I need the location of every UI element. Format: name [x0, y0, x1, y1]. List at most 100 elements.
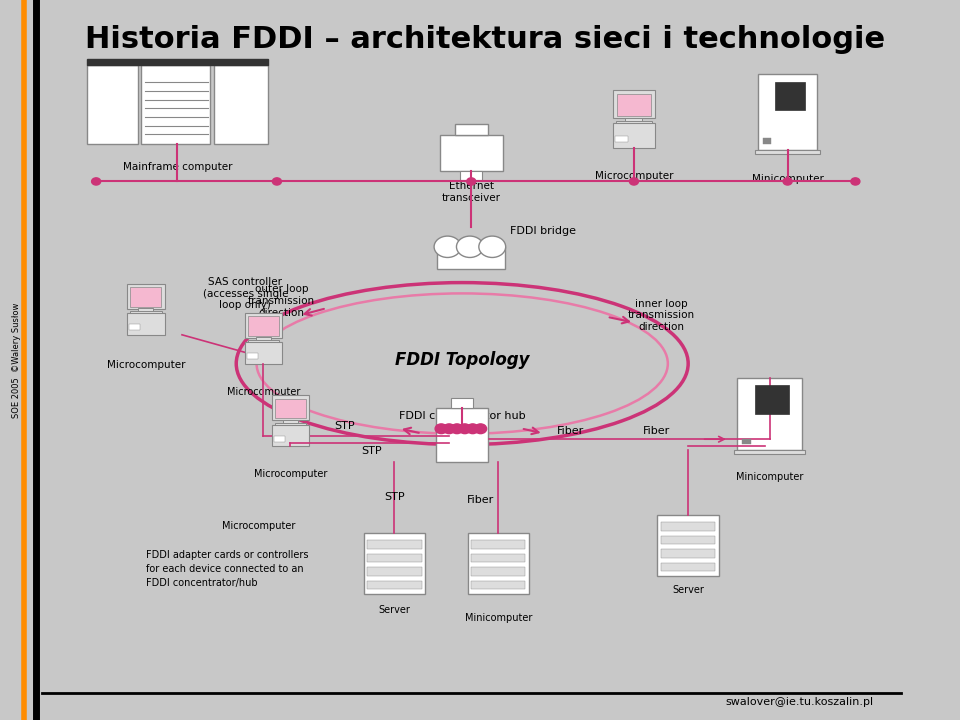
Circle shape [273, 178, 281, 185]
FancyBboxPatch shape [272, 395, 309, 420]
FancyBboxPatch shape [274, 436, 285, 442]
FancyBboxPatch shape [742, 439, 752, 444]
Text: outer loop
transmission
direction: outer loop transmission direction [248, 284, 315, 318]
FancyBboxPatch shape [471, 580, 525, 589]
Text: STP: STP [334, 421, 355, 431]
FancyBboxPatch shape [131, 287, 161, 307]
Text: Fiber: Fiber [557, 426, 585, 436]
FancyBboxPatch shape [87, 59, 268, 65]
Text: Server: Server [378, 605, 410, 615]
FancyBboxPatch shape [141, 65, 210, 144]
Text: FDDI concentrator hub: FDDI concentrator hub [399, 411, 525, 421]
Text: STP: STP [362, 446, 382, 456]
Circle shape [630, 178, 638, 185]
FancyBboxPatch shape [775, 82, 805, 110]
FancyBboxPatch shape [436, 408, 489, 462]
FancyBboxPatch shape [737, 378, 802, 450]
FancyBboxPatch shape [451, 398, 473, 408]
FancyBboxPatch shape [455, 124, 488, 135]
FancyBboxPatch shape [756, 385, 789, 414]
FancyBboxPatch shape [612, 123, 655, 148]
FancyBboxPatch shape [245, 342, 282, 364]
FancyBboxPatch shape [756, 150, 820, 154]
FancyBboxPatch shape [615, 136, 628, 143]
Text: SAS controller
(accesses single
loop only): SAS controller (accesses single loop onl… [203, 277, 288, 310]
FancyBboxPatch shape [658, 515, 719, 576]
FancyBboxPatch shape [763, 138, 771, 144]
FancyBboxPatch shape [245, 312, 282, 338]
Text: Ethernet
transceiver: Ethernet transceiver [442, 181, 501, 203]
FancyBboxPatch shape [758, 74, 817, 150]
Text: FDDI adapter cards or controllers
for each device connected to an
FDDI concentra: FDDI adapter cards or controllers for ea… [146, 550, 308, 588]
FancyBboxPatch shape [471, 567, 525, 576]
FancyBboxPatch shape [438, 247, 505, 269]
FancyBboxPatch shape [612, 90, 655, 119]
FancyBboxPatch shape [616, 94, 651, 116]
FancyBboxPatch shape [661, 549, 715, 557]
FancyBboxPatch shape [733, 450, 805, 454]
Circle shape [451, 424, 463, 433]
Circle shape [91, 178, 101, 185]
FancyBboxPatch shape [661, 562, 715, 571]
Circle shape [479, 236, 506, 258]
Circle shape [443, 424, 455, 433]
Circle shape [456, 236, 483, 258]
FancyBboxPatch shape [661, 536, 715, 544]
FancyBboxPatch shape [255, 337, 271, 341]
Circle shape [434, 236, 461, 258]
FancyBboxPatch shape [276, 399, 306, 418]
FancyBboxPatch shape [461, 171, 482, 180]
FancyBboxPatch shape [248, 316, 278, 336]
Text: Server: Server [672, 585, 704, 595]
Text: Fiber: Fiber [467, 495, 493, 505]
Text: Minicomputer: Minicomputer [465, 613, 532, 624]
FancyBboxPatch shape [127, 284, 165, 309]
Text: Minicomputer: Minicomputer [752, 174, 824, 184]
Text: FDDI Topology: FDDI Topology [395, 351, 530, 369]
FancyBboxPatch shape [661, 522, 715, 531]
FancyBboxPatch shape [214, 65, 268, 144]
Text: Microcomputer: Microcomputer [594, 171, 673, 181]
Text: STP: STP [384, 492, 405, 502]
Text: Microcomputer: Microcomputer [227, 387, 300, 397]
Text: swalover@ie.tu.koszalin.pl: swalover@ie.tu.koszalin.pl [726, 697, 874, 707]
Text: SOE 2005  ©Walery Susłow: SOE 2005 ©Walery Susłow [12, 302, 21, 418]
Circle shape [851, 178, 860, 185]
Text: Historia FDDI – architektura sieci i technologie: Historia FDDI – architektura sieci i tec… [84, 25, 885, 54]
FancyBboxPatch shape [87, 65, 137, 144]
FancyBboxPatch shape [368, 554, 421, 562]
FancyBboxPatch shape [138, 308, 154, 312]
FancyBboxPatch shape [368, 567, 421, 576]
Text: Microcomputer: Microcomputer [222, 521, 296, 531]
Circle shape [467, 178, 476, 185]
FancyBboxPatch shape [272, 425, 309, 446]
Text: Mainframe computer: Mainframe computer [123, 162, 232, 172]
FancyBboxPatch shape [283, 420, 298, 423]
Circle shape [459, 424, 471, 433]
FancyBboxPatch shape [127, 313, 165, 335]
Circle shape [783, 178, 792, 185]
FancyBboxPatch shape [368, 580, 421, 589]
FancyBboxPatch shape [275, 423, 306, 426]
FancyBboxPatch shape [364, 533, 425, 594]
FancyBboxPatch shape [616, 121, 652, 125]
Text: Fiber: Fiber [643, 426, 670, 436]
FancyBboxPatch shape [626, 117, 642, 122]
FancyBboxPatch shape [247, 354, 258, 359]
Text: Minicomputer: Minicomputer [735, 472, 804, 482]
Circle shape [474, 424, 487, 433]
FancyBboxPatch shape [368, 540, 421, 549]
Text: inner loop
transmission
direction: inner loop transmission direction [628, 299, 695, 332]
FancyBboxPatch shape [471, 540, 525, 549]
Text: FDDI bridge: FDDI bridge [510, 226, 576, 236]
FancyBboxPatch shape [130, 311, 161, 314]
FancyBboxPatch shape [248, 340, 279, 343]
Text: Microcomputer: Microcomputer [253, 469, 327, 480]
Text: Microcomputer: Microcomputer [107, 360, 185, 370]
FancyBboxPatch shape [130, 325, 140, 330]
Circle shape [467, 424, 479, 433]
FancyBboxPatch shape [440, 135, 503, 171]
Circle shape [435, 424, 447, 433]
FancyBboxPatch shape [468, 533, 529, 594]
FancyBboxPatch shape [471, 554, 525, 562]
